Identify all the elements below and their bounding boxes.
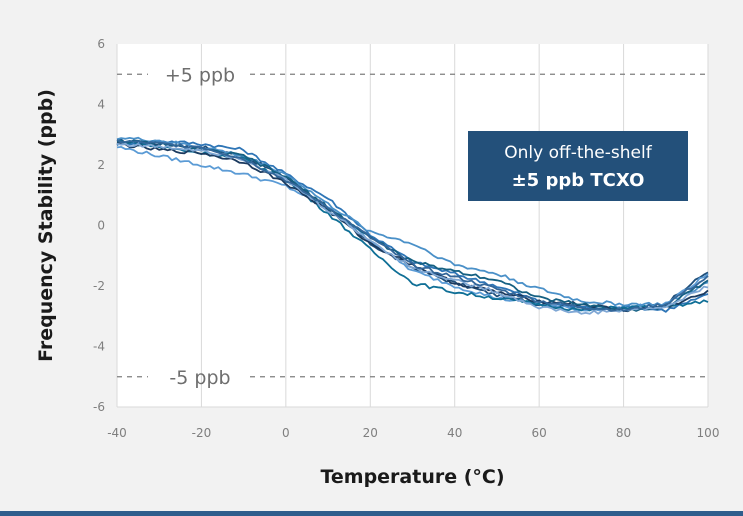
y-axis-title: Frequency Stability (ppb) — [35, 89, 57, 362]
y-tick-label: 6 — [97, 37, 105, 51]
series-lines — [116, 136, 709, 315]
bottom-accent-bar — [0, 511, 743, 516]
y-tick-label: -2 — [93, 279, 105, 293]
x-tick-label: 60 — [532, 426, 547, 440]
limit-lines: +5 ppb -5 ppb — [117, 64, 708, 389]
grid — [116, 44, 709, 408]
y-tick-label: 0 — [97, 219, 105, 233]
x-tick-label: 40 — [447, 426, 462, 440]
x-tick-label: 0 — [282, 426, 290, 440]
x-tick-label: 100 — [697, 426, 720, 440]
callout-line1: Only off-the-shelf — [504, 143, 652, 163]
callout-box: Only off-the-shelf ±5 ppb TCXO — [468, 131, 688, 201]
series-line — [116, 136, 709, 307]
x-tick-label: 20 — [363, 426, 378, 440]
y-tick-label: 4 — [97, 98, 105, 112]
limit-label: -5 ppb — [169, 367, 230, 389]
x-tick-label: -20 — [192, 426, 212, 440]
x-tick-label: 80 — [616, 426, 631, 440]
y-tick-label: -6 — [93, 400, 105, 414]
y-tick-label: 2 — [97, 158, 105, 172]
limit-label: +5 ppb — [165, 64, 235, 86]
callout-background — [468, 131, 688, 201]
y-tick-label: -4 — [93, 340, 105, 354]
x-axis-title: Temperature (°C) — [320, 466, 504, 488]
x-tick-label: -40 — [107, 426, 127, 440]
series-line — [116, 139, 709, 312]
plot-area — [117, 44, 708, 407]
callout-line2: ±5 ppb TCXO — [512, 170, 645, 191]
